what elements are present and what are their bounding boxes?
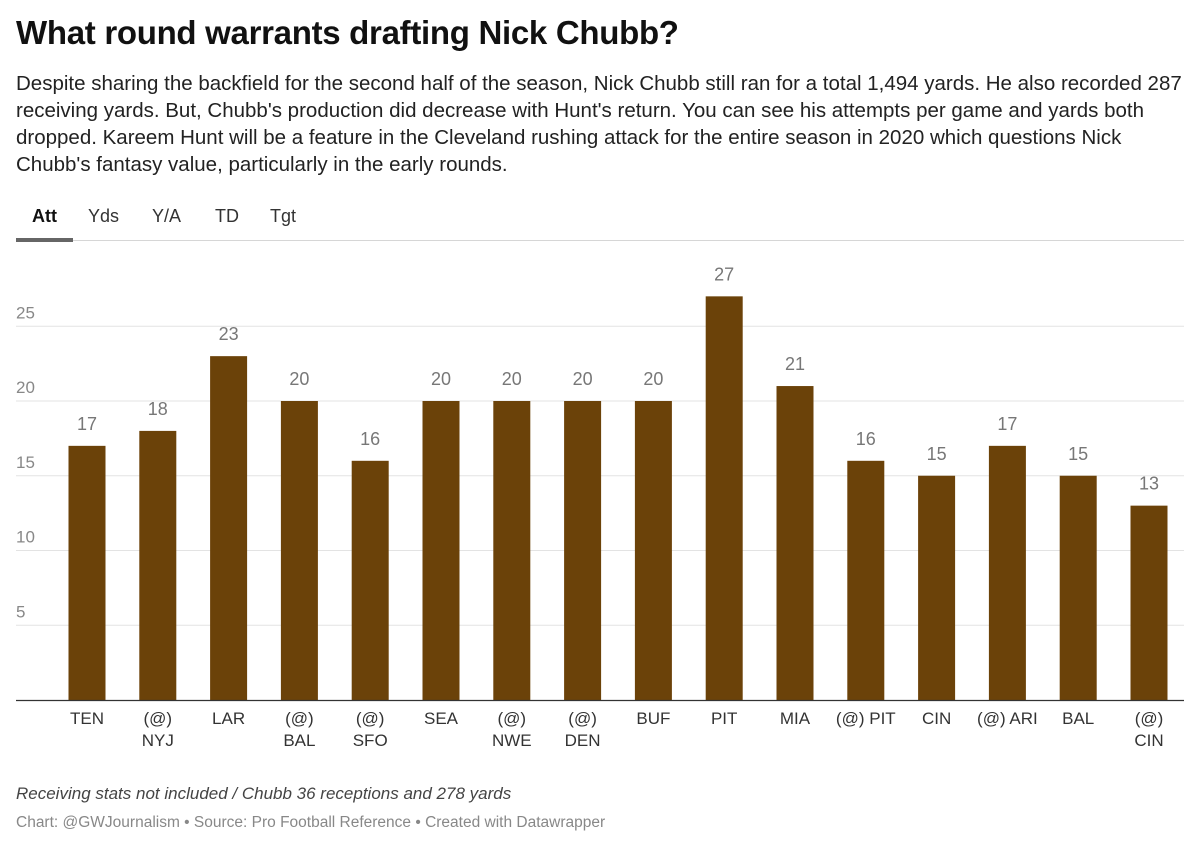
data-label: 17 (77, 414, 97, 434)
bar (139, 430, 177, 700)
x-tick-label: LAR (212, 709, 245, 728)
bars (68, 296, 1168, 700)
chart-note: Receiving stats not included / Chubb 36 … (16, 784, 512, 803)
bar (564, 401, 602, 700)
data-label: 20 (289, 369, 309, 389)
data-label: 15 (1068, 444, 1088, 464)
data-label: 16 (856, 429, 876, 449)
data-label: 27 (714, 264, 734, 284)
x-tick-label: PIT (711, 709, 737, 728)
data-label: 20 (431, 369, 451, 389)
chart-description: Despite sharing the backfield for the se… (16, 72, 1182, 176)
bar (422, 401, 460, 700)
data-label: 20 (573, 369, 593, 389)
x-tick-label: BUF (636, 709, 670, 728)
bar-chart: 5 10 15 20 25 17 18 23 20 16 20 20 20 20 27 21 16 15 17 15… (16, 264, 1184, 750)
x-tick-label: MIA (780, 709, 811, 728)
x-tick-label: (@) PIT (836, 709, 896, 728)
bar (68, 445, 106, 700)
x-tick-label: (@) SFO (353, 709, 388, 750)
x-tick-label: (@) NYJ (142, 709, 174, 750)
data-label: 17 (997, 414, 1017, 434)
x-tick-label: (@) ARI (977, 709, 1038, 728)
x-tick-label: BAL (1062, 709, 1094, 728)
data-label: 20 (502, 369, 522, 389)
bar (918, 475, 956, 700)
chart-credit: Chart: @GWJournalism • Source: Pro Footb… (16, 814, 606, 831)
y-tick-label: 20 (16, 378, 35, 397)
bar (280, 401, 318, 700)
x-tick-label: SEA (424, 709, 459, 728)
metric-tabs: Att Yds Y/A TD Tgt (16, 198, 1184, 242)
tab-td[interactable]: TD (215, 206, 239, 226)
bar (705, 296, 743, 700)
tab-yds[interactable]: Yds (88, 206, 120, 226)
chart-title: What round warrants drafting Nick Chubb? (16, 14, 679, 51)
x-tick-label: CIN (922, 709, 951, 728)
bar (634, 401, 672, 700)
data-label: 13 (1139, 474, 1159, 494)
tab-ya[interactable]: Y/A (152, 206, 182, 226)
bar (988, 445, 1026, 700)
data-label: 23 (219, 324, 239, 344)
data-label: 16 (360, 429, 380, 449)
y-tick-label: 15 (16, 453, 35, 472)
data-label: 15 (927, 444, 947, 464)
y-tick-label: 25 (16, 303, 35, 322)
data-label: 21 (785, 354, 805, 374)
x-tick-label: (@) CIN (1134, 709, 1163, 750)
bar (351, 460, 389, 700)
y-tick-label: 5 (16, 602, 25, 621)
bar (1130, 505, 1168, 700)
x-tick-label: (@) DEN (565, 709, 601, 750)
y-tick-label: 10 (16, 528, 35, 547)
bar (776, 386, 814, 700)
tab-att[interactable]: Att (16, 206, 73, 242)
value-labels: 17 18 23 20 16 20 20 20 20 27 21 16 15 17 15 13 (77, 264, 1159, 493)
data-label: 18 (148, 399, 168, 419)
bar (1059, 475, 1097, 700)
x-axis: TEN (@) NYJ LAR (@) BAL (@) SFO SEA (@) NWE (@) DEN B… (16, 699, 1184, 750)
x-tick-label: (@) NWE (492, 709, 532, 750)
bar (493, 401, 531, 700)
data-label: 20 (643, 369, 663, 389)
bar (847, 460, 885, 700)
x-tick-label: TEN (70, 709, 104, 728)
bar (210, 356, 248, 700)
tab-tgt[interactable]: Tgt (270, 206, 297, 226)
x-tick-label: (@) BAL (283, 709, 315, 750)
